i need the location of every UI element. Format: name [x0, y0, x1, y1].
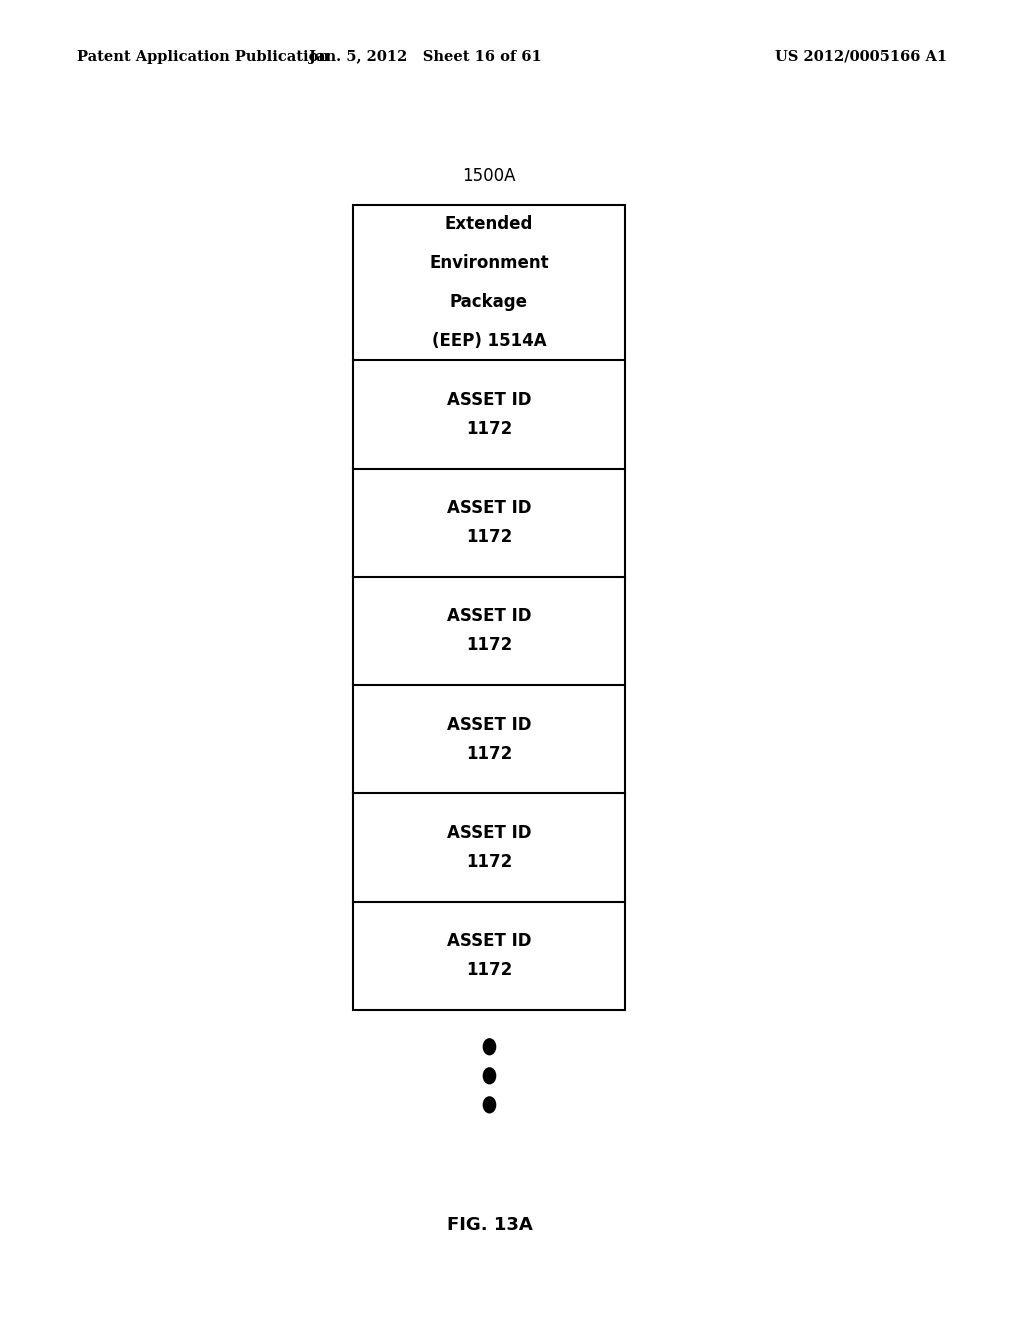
Bar [353, 205, 625, 1010]
Circle shape [483, 1068, 496, 1084]
Text: Environment: Environment [429, 253, 549, 272]
Text: ASSET ID: ASSET ID [446, 499, 531, 517]
Text: 1172: 1172 [466, 528, 512, 546]
Text: ASSET ID: ASSET ID [446, 932, 531, 950]
Text: Jan. 5, 2012   Sheet 16 of 61: Jan. 5, 2012 Sheet 16 of 61 [308, 50, 542, 63]
Text: ASSET ID: ASSET ID [446, 607, 531, 626]
Text: FIG. 13A: FIG. 13A [446, 1216, 532, 1234]
Text: Package: Package [450, 293, 528, 312]
Text: 1172: 1172 [466, 636, 512, 655]
Text: ASSET ID: ASSET ID [446, 715, 531, 734]
Text: ASSET ID: ASSET ID [446, 391, 531, 409]
Text: US 2012/0005166 A1: US 2012/0005166 A1 [775, 50, 947, 63]
Text: 1172: 1172 [466, 853, 512, 871]
Text: 1500A: 1500A [462, 166, 516, 185]
Text: Patent Application Publication: Patent Application Publication [77, 50, 329, 63]
Text: 1172: 1172 [466, 420, 512, 438]
Text: (EEP) 1514A: (EEP) 1514A [432, 331, 546, 350]
Text: 1172: 1172 [466, 744, 512, 763]
Circle shape [483, 1039, 496, 1055]
Text: Extended: Extended [444, 215, 534, 234]
Circle shape [483, 1097, 496, 1113]
Text: 1172: 1172 [466, 961, 512, 979]
Text: ASSET ID: ASSET ID [446, 824, 531, 842]
